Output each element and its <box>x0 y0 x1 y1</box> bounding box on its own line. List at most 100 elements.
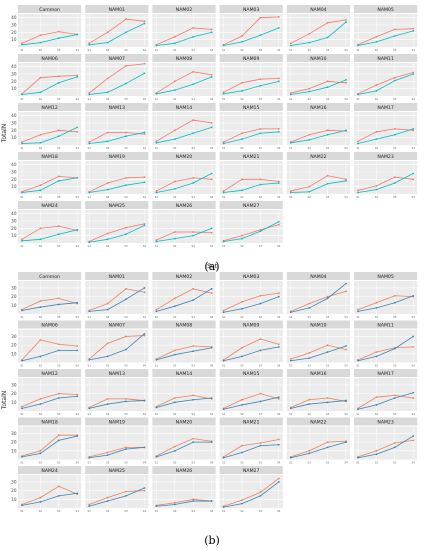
series1-point <box>241 499 243 502</box>
series1-line <box>89 288 145 311</box>
panel-strip <box>286 54 350 62</box>
panel-plot-area <box>286 14 350 47</box>
panel-title: NAM25 <box>109 468 125 474</box>
x-tick-label: S1 <box>222 244 226 248</box>
series1-point <box>155 239 158 241</box>
x-tick-label: S3 <box>393 97 397 101</box>
series1-line <box>88 18 145 44</box>
x-tick-label: S2 <box>308 412 312 416</box>
series1-line <box>357 28 414 46</box>
series2-point <box>259 302 262 305</box>
series1-point <box>308 133 311 136</box>
y-tick-label: 40 <box>11 113 17 118</box>
series2-line <box>89 333 145 361</box>
series2-point <box>357 456 359 459</box>
series2-point <box>192 182 195 184</box>
y-axis-label: TotalN <box>1 124 8 144</box>
series2-point <box>143 181 146 184</box>
x-tick-label: S4 <box>277 97 281 101</box>
series2-point <box>241 189 243 192</box>
series2-point <box>155 240 158 243</box>
series1-point <box>357 308 359 311</box>
series1-point <box>173 501 176 504</box>
series1-point <box>412 178 415 181</box>
panel-title: NAM16 <box>310 371 326 377</box>
panel-title: NAM12 <box>41 105 57 111</box>
x-tick-label: S3 <box>192 244 196 248</box>
series1-point <box>173 397 176 399</box>
series2-line <box>156 31 212 46</box>
series2-point <box>39 141 42 144</box>
series2-point <box>375 138 378 141</box>
x-tick-label: S2 <box>173 97 177 101</box>
series2-point <box>259 183 262 186</box>
series2-point <box>57 439 60 442</box>
panel-strip <box>85 417 149 426</box>
x-tick-label: S3 <box>326 315 330 319</box>
series1-point <box>375 35 378 38</box>
panel-title: NAM10 <box>310 56 326 62</box>
panel-nam13: NAM13 S1 S2 S3 S4 <box>85 369 149 416</box>
series1-point <box>326 174 329 177</box>
series1-point <box>289 190 292 192</box>
series2-point <box>210 76 213 78</box>
series2-line <box>290 21 347 46</box>
series1-point <box>173 231 176 233</box>
series2-line <box>156 441 212 458</box>
panel-nam10: NAM10 S1 S2 S3 S4 <box>286 320 350 368</box>
series1-point <box>308 87 311 90</box>
series1-point <box>277 16 280 18</box>
series2-point <box>125 135 127 138</box>
panel-nam11: NAM11 S1 S2 S3 S4 <box>354 54 418 101</box>
panel-strip <box>18 103 82 111</box>
series1-point <box>173 35 176 38</box>
series2-point <box>76 176 79 179</box>
x-tick-label: S3 <box>192 364 196 368</box>
x-tick-label: S1 <box>289 48 293 52</box>
series2-point <box>289 456 292 459</box>
series2-point <box>76 301 79 304</box>
x-tick-label: S4 <box>344 412 348 416</box>
series2-line <box>156 227 212 242</box>
panel-nam09: NAM09 S1 S2 S3 S4 <box>219 54 283 101</box>
series2-line <box>21 177 78 193</box>
series2-point <box>357 93 359 96</box>
series2-line <box>357 128 414 144</box>
series1-point <box>345 81 347 84</box>
series1-point <box>125 18 127 21</box>
panel-strip <box>219 152 283 160</box>
x-tick-label: S1 <box>20 315 24 319</box>
x-tick-label: S3 <box>57 412 61 416</box>
series2-point <box>289 407 292 410</box>
series2-point <box>57 81 60 84</box>
x-tick-label: S1 <box>88 244 92 248</box>
series2-line <box>89 287 145 312</box>
series2-line <box>21 76 78 95</box>
series1-point <box>125 490 127 493</box>
x-tick-label: S3 <box>57 461 61 465</box>
x-tick-label: S3 <box>259 364 263 368</box>
series1-point <box>393 176 396 179</box>
y-tick-label: 10 <box>11 233 17 238</box>
series1-point <box>143 334 146 337</box>
series1-point <box>57 343 60 346</box>
panel-strip <box>152 5 216 13</box>
panel-title: NAM03 <box>243 274 259 280</box>
series2-line <box>89 446 145 459</box>
panel-plot-area <box>286 378 350 411</box>
series2-point <box>192 441 195 444</box>
series2-line <box>21 229 78 242</box>
series2-line <box>357 73 414 95</box>
x-tick-label: S4 <box>412 97 416 101</box>
x-tick-label: S3 <box>259 412 263 416</box>
x-tick-label: S2 <box>173 315 177 319</box>
series2-point <box>277 27 280 29</box>
x-tick-label: S2 <box>173 146 177 150</box>
y-tick-label: 20 <box>11 177 17 182</box>
x-tick-label: S4 <box>143 48 147 52</box>
panel-title: NAM21 <box>243 420 259 426</box>
series1-point <box>277 397 280 400</box>
panel-strip <box>286 103 350 111</box>
series1-point <box>277 223 280 226</box>
panel-title: NAM22 <box>310 154 326 160</box>
